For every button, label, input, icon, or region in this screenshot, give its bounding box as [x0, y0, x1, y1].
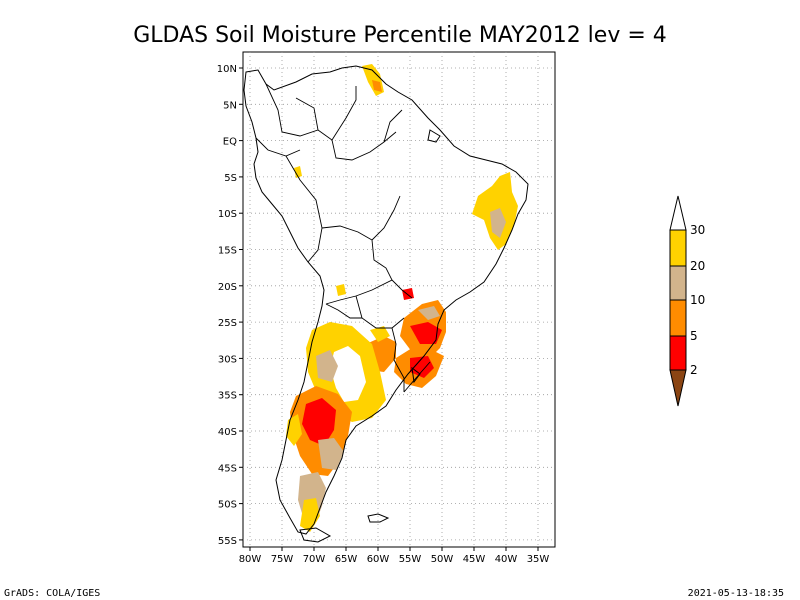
footer-timestamp: 2021-05-13-18:35: [688, 588, 784, 599]
colorbar-swatch-20-30: [669, 229, 687, 267]
colorbar-swatch-5-10: [669, 299, 687, 337]
map-frame: [242, 51, 556, 548]
patch-colombia-orange: [372, 80, 382, 92]
colorbar-label-10: 10: [690, 293, 705, 307]
patch-paraguay-red: [402, 288, 414, 300]
amazon-island: [427, 129, 441, 143]
patch-south-patagonia-yellow: [300, 498, 320, 532]
lat-label: 25S: [218, 318, 237, 329]
patch-ne-brazil-tan: [490, 208, 506, 238]
soil-moisture-patches: [286, 64, 518, 532]
lagoon-patos: [411, 366, 421, 384]
lon-label: 35W: [527, 554, 550, 565]
colorbar-swatch-10-20: [669, 265, 687, 301]
lat-label: 35S: [218, 391, 237, 402]
colorbar-arrow-bottom: [669, 369, 687, 407]
lat-label: 10S: [218, 209, 237, 220]
map-coastlines: [243, 65, 529, 543]
lon-label: 80W: [239, 554, 262, 565]
lon-label: 50W: [431, 554, 454, 565]
lat-label: 5S: [224, 173, 237, 184]
colorbar-label-30: 30: [690, 223, 705, 237]
lon-label: 40W: [495, 554, 518, 565]
lon-label: 65W: [335, 554, 358, 565]
continent-outline: [243, 65, 529, 535]
colorbar-arrow-top: [669, 195, 687, 231]
lon-label: 60W: [367, 554, 390, 565]
lat-label: 45S: [218, 463, 237, 474]
lon-label: 70W: [303, 554, 326, 565]
colorbar-label-5: 5: [690, 329, 698, 343]
patch-rs-red: [410, 356, 434, 378]
patch-cuyo-white: [330, 346, 366, 402]
lon-label: 75W: [271, 554, 294, 565]
footer-credit: GrADS: COLA/IGES: [4, 588, 100, 599]
lat-label: 40S: [218, 427, 237, 438]
patch-ne-argentina-yellow: [370, 326, 390, 342]
patch-bolivia: [336, 284, 346, 296]
colorbar: 30 20 10 5 2: [669, 195, 705, 407]
lat-label: 10N: [217, 64, 237, 75]
border-lines: [255, 83, 431, 393]
patch-patagonia-tan: [318, 438, 344, 470]
lat-label: 15S: [218, 246, 237, 257]
lat-label: 50S: [218, 500, 237, 511]
map-title: GLDAS Soil Moisture Percentile MAY2012 l…: [133, 23, 667, 48]
patch-cuyo-tan: [316, 350, 338, 382]
tierra-del-fuego: [299, 527, 332, 543]
colorbar-label-2: 2: [690, 363, 698, 377]
lat-label: EQ: [223, 137, 237, 148]
lat-label: 55S: [218, 536, 237, 547]
latitude-labels: 10N 5N EQ 5S 10S 15S 20S 25S 30S 35S 40S 45S 50S 55S: [217, 64, 243, 547]
patch-peru: [294, 166, 302, 178]
lon-label: 55W: [399, 554, 422, 565]
patch-parana-red: [410, 322, 442, 344]
patch-patagonia-red: [302, 398, 336, 446]
falkland-islands: [367, 513, 390, 523]
longitude-labels: 80W 75W 70W 65W 60W 55W 50W 45W 40W 35W: [239, 547, 550, 565]
lat-label: 30S: [218, 354, 237, 365]
lat-label: 5N: [223, 100, 237, 111]
colorbar-label-20: 20: [690, 259, 705, 273]
colorbar-swatch-2-5: [669, 335, 687, 371]
lon-label: 45W: [463, 554, 486, 565]
patch-parana-tan: [418, 306, 440, 320]
lat-label: 20S: [218, 282, 237, 293]
